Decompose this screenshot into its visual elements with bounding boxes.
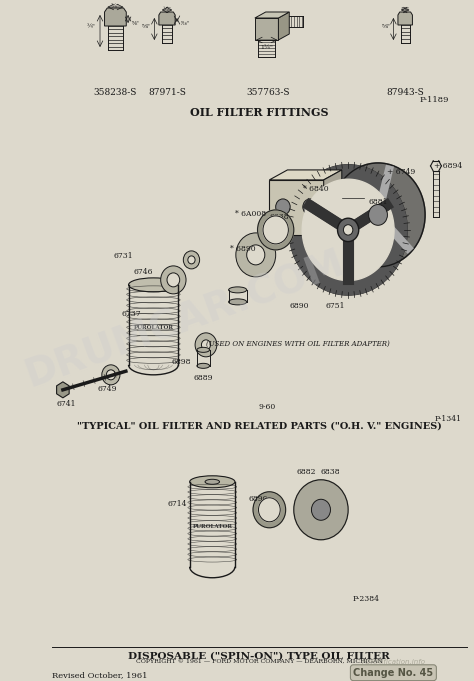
Polygon shape (257, 210, 294, 250)
Circle shape (311, 499, 330, 520)
Polygon shape (398, 12, 412, 25)
Text: 6749: 6749 (97, 385, 117, 393)
Polygon shape (302, 179, 394, 281)
Circle shape (167, 273, 180, 287)
Text: + 6894: + 6894 (434, 162, 463, 170)
Polygon shape (331, 163, 425, 267)
Circle shape (303, 199, 317, 215)
Text: COPYRIGHT © 1961 — FORD MOTOR COMPANY — DEARBORN, MICHIGAN: COPYRIGHT © 1961 — FORD MOTOR COMPANY — … (136, 660, 383, 665)
Text: 6882: 6882 (297, 468, 316, 476)
Ellipse shape (228, 299, 246, 305)
Text: ⅝": ⅝" (382, 24, 391, 29)
Ellipse shape (190, 476, 235, 488)
Text: 6746: 6746 (134, 268, 153, 276)
Text: 87971-S: 87971-S (148, 88, 186, 97)
Text: ¾": ¾" (111, 4, 120, 9)
Text: + 6749: + 6749 (387, 168, 415, 176)
Text: 6890: 6890 (289, 302, 309, 310)
Text: P-1189: P-1189 (419, 96, 449, 104)
Polygon shape (289, 165, 407, 295)
Circle shape (337, 218, 359, 242)
Circle shape (236, 233, 276, 277)
Text: "TYPICAL" OIL FILTER AND RELATED PARTS ("O.H. V." ENGINES): "TYPICAL" OIL FILTER AND RELATED PARTS (… (77, 422, 442, 431)
Text: 6638: 6638 (269, 213, 289, 221)
Circle shape (369, 204, 387, 225)
Circle shape (106, 370, 115, 380)
Polygon shape (263, 216, 288, 244)
Polygon shape (255, 18, 278, 40)
Text: ⅜": ⅜" (401, 7, 410, 12)
Polygon shape (324, 170, 342, 235)
Text: Change No. 45: Change No. 45 (353, 667, 433, 678)
Polygon shape (258, 498, 280, 522)
Text: * 6A008: * 6A008 (235, 210, 266, 218)
Polygon shape (278, 12, 289, 40)
Text: 6881: 6881 (369, 198, 389, 206)
Text: DISPOSABLE ("SPIN-ON") TYPE OIL FILTER: DISPOSABLE ("SPIN-ON") TYPE OIL FILTER (128, 652, 390, 661)
Circle shape (195, 333, 217, 357)
Text: 358238-S: 358238-S (94, 88, 137, 97)
Text: ⁵⁄₁₆": ⁵⁄₁₆" (181, 21, 190, 26)
Text: DRUMCAR.COM: DRUMCAR.COM (20, 244, 350, 396)
Text: 6889: 6889 (193, 374, 213, 382)
Circle shape (102, 365, 120, 385)
Polygon shape (253, 492, 286, 528)
Text: (USED ON ENGINES WITH OIL FILTER ADAPTER): (USED ON ENGINES WITH OIL FILTER ADAPTER… (207, 340, 390, 348)
Polygon shape (255, 12, 289, 18)
Text: ¾": ¾" (87, 24, 95, 29)
Text: 6890: 6890 (248, 495, 268, 503)
Circle shape (246, 245, 265, 265)
Circle shape (276, 199, 290, 215)
Polygon shape (159, 12, 175, 25)
Ellipse shape (205, 479, 219, 484)
Text: 9-60: 9-60 (258, 403, 275, 411)
Circle shape (188, 256, 195, 264)
Circle shape (201, 340, 210, 350)
Polygon shape (269, 170, 342, 180)
Circle shape (161, 266, 186, 294)
Text: 6898: 6898 (172, 358, 191, 366)
Ellipse shape (228, 287, 246, 293)
Polygon shape (269, 180, 324, 235)
Text: * 6890: * 6890 (230, 245, 256, 253)
Text: 6714: 6714 (167, 500, 187, 508)
Text: * 6840: * 6840 (303, 185, 328, 193)
Circle shape (183, 251, 200, 269)
Polygon shape (56, 382, 69, 398)
Circle shape (344, 225, 353, 235)
Text: P-1341: P-1341 (434, 415, 461, 423)
Text: 1¾": 1¾" (260, 45, 273, 50)
Text: FORMification.info: FORMification.info (361, 659, 425, 665)
Text: ⅝": ⅝" (132, 21, 139, 26)
Ellipse shape (128, 278, 178, 292)
Text: 6731: 6731 (114, 252, 134, 260)
Text: P-2384: P-2384 (353, 595, 380, 603)
Text: PUROLATOR: PUROLATOR (134, 325, 173, 330)
Text: 6838: 6838 (321, 468, 341, 476)
Polygon shape (294, 480, 348, 540)
Text: 87943-S: 87943-S (386, 88, 424, 97)
Polygon shape (105, 8, 126, 26)
Text: PUROLATOR: PUROLATOR (192, 524, 232, 528)
Text: 6737: 6737 (122, 310, 141, 318)
Text: 6741: 6741 (56, 400, 76, 408)
Text: ½": ½" (163, 7, 172, 12)
Text: Revised October, 1961: Revised October, 1961 (52, 671, 147, 679)
Ellipse shape (197, 364, 210, 368)
Text: 6751: 6751 (326, 302, 345, 310)
Text: ⅝": ⅝" (142, 24, 151, 29)
Text: 357763-S: 357763-S (246, 88, 290, 97)
Text: OIL FILTER FITTINGS: OIL FILTER FITTINGS (190, 107, 328, 118)
Ellipse shape (197, 347, 210, 352)
